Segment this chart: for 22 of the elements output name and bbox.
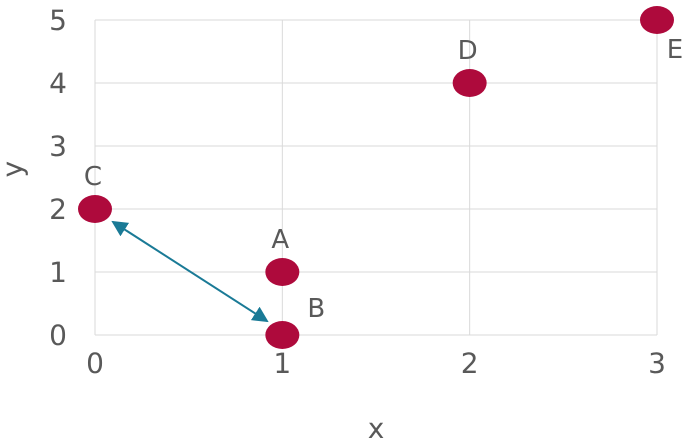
y-tick-label: 4 bbox=[49, 66, 67, 100]
annotation: A bbox=[271, 225, 290, 255]
y-tick-label: 5 bbox=[49, 4, 67, 37]
y-tick-label: 3 bbox=[49, 130, 67, 163]
x-tick-label: 3 bbox=[648, 346, 666, 380]
annotation: D bbox=[458, 36, 478, 66]
y-axis-title: y bbox=[0, 160, 29, 178]
x-tick-label: 0 bbox=[86, 346, 104, 380]
annotation: B bbox=[307, 294, 326, 324]
x-tick-label: 2 bbox=[460, 346, 479, 380]
x-tick-label: 1 bbox=[273, 346, 292, 380]
y-tick-label: 1 bbox=[49, 256, 67, 289]
point bbox=[452, 69, 487, 97]
annotation: E bbox=[666, 35, 684, 65]
annotation: C bbox=[84, 162, 102, 192]
point bbox=[265, 258, 300, 286]
y-tick-label: 0 bbox=[49, 318, 67, 352]
x-axis-title: x bbox=[368, 412, 384, 438]
point bbox=[78, 195, 112, 223]
point bbox=[265, 321, 300, 349]
point bbox=[640, 6, 674, 34]
y-tick-label: 2 bbox=[49, 192, 67, 226]
